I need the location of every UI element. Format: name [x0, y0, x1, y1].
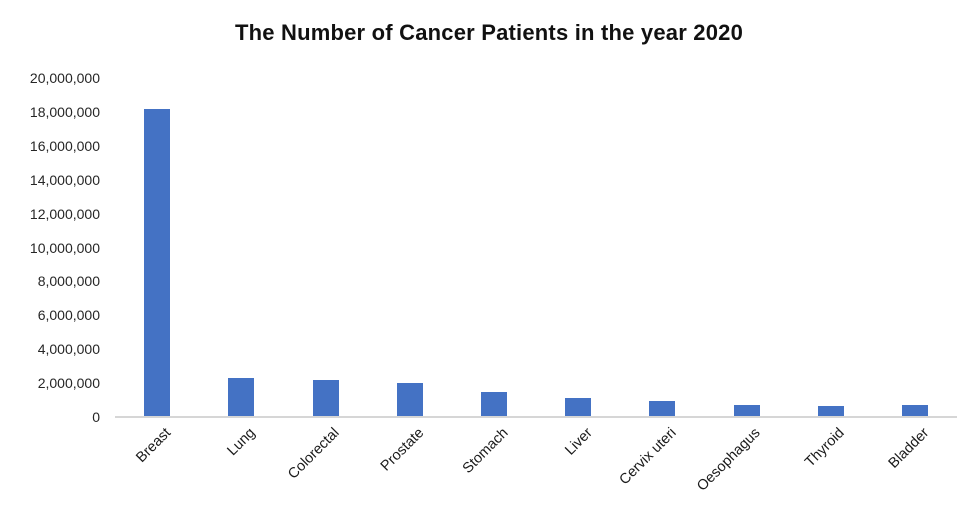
- y-axis-tick-label: 0: [92, 409, 100, 425]
- x-axis-tick-label-oesophagus: Oesophagus: [694, 425, 764, 495]
- x-axis-tick-label-stomach: Stomach: [459, 425, 512, 477]
- x-axis-line: [115, 416, 957, 418]
- x-axis-tick-label-breast: Breast: [133, 425, 175, 466]
- y-axis-tick-label: 6,000,000: [37, 307, 100, 324]
- x-axis-tick-label-cervix-uteri: Cervix uteri: [616, 425, 680, 489]
- bar-oesophagus: [733, 405, 760, 416]
- bar-liver: [565, 398, 592, 416]
- y-axis-tick-label: 2,000,000: [37, 375, 100, 392]
- x-axis-tick-label-colorectal: Colorectal: [285, 425, 343, 483]
- bar-prostate: [396, 382, 423, 416]
- bar-stomach: [480, 392, 507, 416]
- y-axis-tick-label: 12,000,000: [29, 205, 100, 222]
- bar-breast: [144, 109, 171, 416]
- x-axis-tick-label-thyroid: Thyroid: [802, 425, 849, 471]
- bar-cervix-uteri: [649, 401, 676, 416]
- x-axis-tick-label-bladder: Bladder: [885, 425, 933, 472]
- y-axis-tick-label: 18,000,000: [29, 103, 100, 120]
- y-axis-tick-label: 10,000,000: [29, 239, 100, 256]
- x-axis-tick-label-prostate: Prostate: [377, 425, 428, 475]
- x-axis-tick-label-lung: Lung: [224, 425, 259, 460]
- bar-colorectal: [312, 379, 339, 416]
- y-axis-tick-label: 4,000,000: [37, 341, 100, 358]
- y-axis-tick-label: 20,000,000: [29, 70, 100, 86]
- bar-lung: [228, 377, 255, 416]
- bar-thyroid: [817, 405, 844, 416]
- bar-bladder: [901, 405, 928, 416]
- chart-title: The Number of Cancer Patients in the yea…: [234, 20, 744, 45]
- y-axis-tick-label: 8,000,000: [37, 273, 100, 290]
- y-axis-tick-label: 14,000,000: [29, 171, 100, 188]
- x-axis-tick-label-liver: Liver: [561, 425, 596, 459]
- y-axis-tick-label: 16,000,000: [29, 137, 100, 154]
